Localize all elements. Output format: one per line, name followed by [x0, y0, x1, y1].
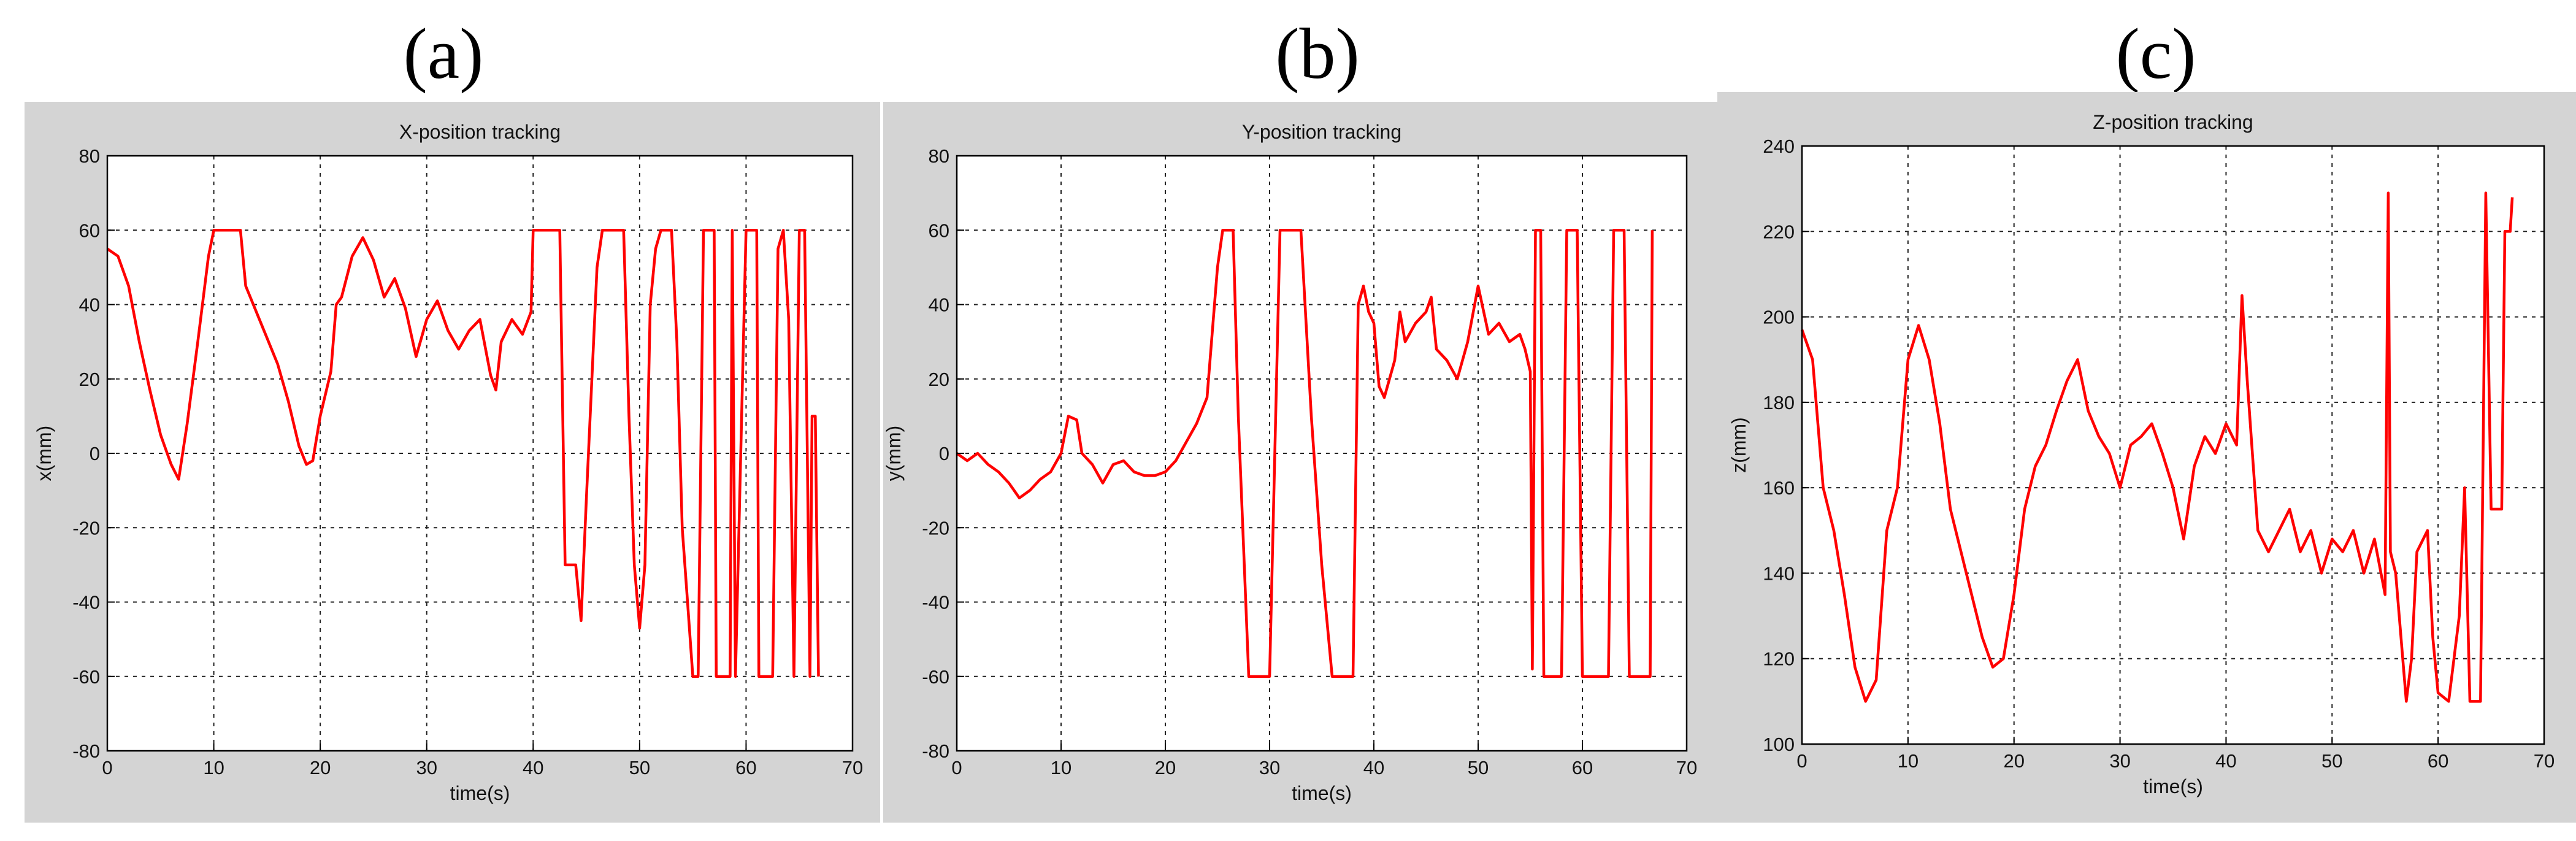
- x-tick-label: 30: [416, 757, 437, 778]
- x-tick-label: 40: [1363, 757, 1384, 778]
- chart-title: Y-position tracking: [1242, 121, 1401, 143]
- plot-area: [1802, 146, 2544, 744]
- y-tick-label: -60: [72, 666, 100, 688]
- x-tick-label: 20: [1155, 757, 1176, 778]
- y-tick-label: 100: [1763, 734, 1795, 755]
- x-tick-label: 30: [2109, 750, 2130, 772]
- x-tick-label: 50: [2321, 750, 2342, 772]
- x-tick-label: 70: [2534, 750, 2555, 772]
- chart-figure-y: 0 10 20 30 40 50 60 70 -80 -60 -40 -20 0 20 40 60 80 Y-po…: [883, 102, 1717, 823]
- y-tick-label: 200: [1763, 307, 1795, 328]
- y-tick-label: 140: [1763, 563, 1795, 584]
- x-tick-label: 50: [1468, 757, 1489, 778]
- x-tick-label: 60: [1572, 757, 1593, 778]
- data-series-line: [1800, 191, 2514, 703]
- panel-label-b: (b): [1275, 13, 1360, 94]
- y-axis-label: z(mm): [1728, 417, 1750, 473]
- x-tick-label: 20: [2003, 750, 2024, 772]
- y-tick-label: 120: [1763, 648, 1795, 670]
- x-axis-label: time(s): [450, 782, 510, 804]
- chart-title: X-position tracking: [399, 121, 561, 143]
- chart-svg: 0 10 20 30 40 50 60 70 -80 -60 -40 -20 0 20 40 60 80 X-po…: [33, 121, 863, 804]
- x-tick-label: 10: [1898, 750, 1919, 772]
- x-tick-label: 70: [1676, 757, 1697, 778]
- y-axis-label: x(mm): [33, 426, 55, 482]
- y-tick-label: -40: [72, 592, 100, 613]
- y-tick-label: -80: [72, 740, 100, 762]
- chart-figure-z: 0 10 20 30 40 50 60 70 100 120 140 160 180 200 220 240 Z…: [1717, 92, 2576, 823]
- y-tick-label: 240: [1763, 136, 1795, 157]
- y-tick-label: 80: [929, 145, 949, 167]
- data-series-line: [956, 229, 1654, 678]
- x-tick-label: 30: [1259, 757, 1280, 778]
- x-axis-label: time(s): [2143, 775, 2203, 797]
- y-tick-label: 180: [1763, 392, 1795, 413]
- y-tick-label: 160: [1763, 477, 1795, 499]
- x-tick-label: 10: [1051, 757, 1071, 778]
- y-tick-label: 40: [79, 294, 100, 316]
- x-tick-label: 0: [951, 757, 962, 778]
- panel-label-c: (c): [2115, 13, 2196, 94]
- x-tick-label: 40: [523, 757, 543, 778]
- y-tick-label: 40: [929, 294, 949, 316]
- y-axis-label: y(mm): [883, 426, 905, 482]
- chart-figure-x: 0 10 20 30 40 50 60 70 -80 -60 -40 -20 0 20 40 60 80 X-po…: [25, 102, 880, 823]
- y-tick-label: -20: [922, 517, 949, 539]
- y-tick-label: 20: [79, 369, 100, 390]
- chart-svg: 0 10 20 30 40 50 60 70 100 120 140 160 180 200 220 240 Z…: [1728, 111, 2555, 797]
- x-tick-label: 20: [310, 757, 331, 778]
- y-tick-label: -40: [922, 592, 949, 613]
- y-tick-label: -20: [72, 517, 100, 539]
- x-tick-label: 70: [842, 757, 863, 778]
- y-tick-label: 60: [929, 220, 949, 241]
- y-tick-label: -80: [922, 740, 949, 762]
- chart-title: Z-position tracking: [2093, 111, 2253, 133]
- x-tick-label: 0: [102, 757, 112, 778]
- x-tick-label: 60: [2428, 750, 2448, 772]
- x-tick-label: 50: [629, 757, 650, 778]
- y-tick-label: -60: [922, 666, 949, 688]
- x-tick-label: 10: [203, 757, 224, 778]
- x-tick-label: 0: [1796, 750, 1807, 772]
- x-tick-label: 60: [735, 757, 756, 778]
- chart-svg: 0 10 20 30 40 50 60 70 -80 -60 -40 -20 0 20 40 60 80 Y-po…: [883, 121, 1697, 804]
- x-axis-label: time(s): [1292, 782, 1352, 804]
- y-tick-label: 220: [1763, 221, 1795, 242]
- axes-box: [1801, 145, 2545, 745]
- y-tick-label: 60: [79, 220, 100, 241]
- panel-label-a: (a): [403, 13, 484, 94]
- data-series-line: [106, 229, 820, 678]
- y-tick-label: 0: [939, 443, 949, 464]
- y-tick-label: 0: [90, 443, 100, 464]
- y-tick-label: 80: [79, 145, 100, 167]
- y-tick-label: 20: [929, 369, 949, 390]
- x-tick-label: 40: [2215, 750, 2236, 772]
